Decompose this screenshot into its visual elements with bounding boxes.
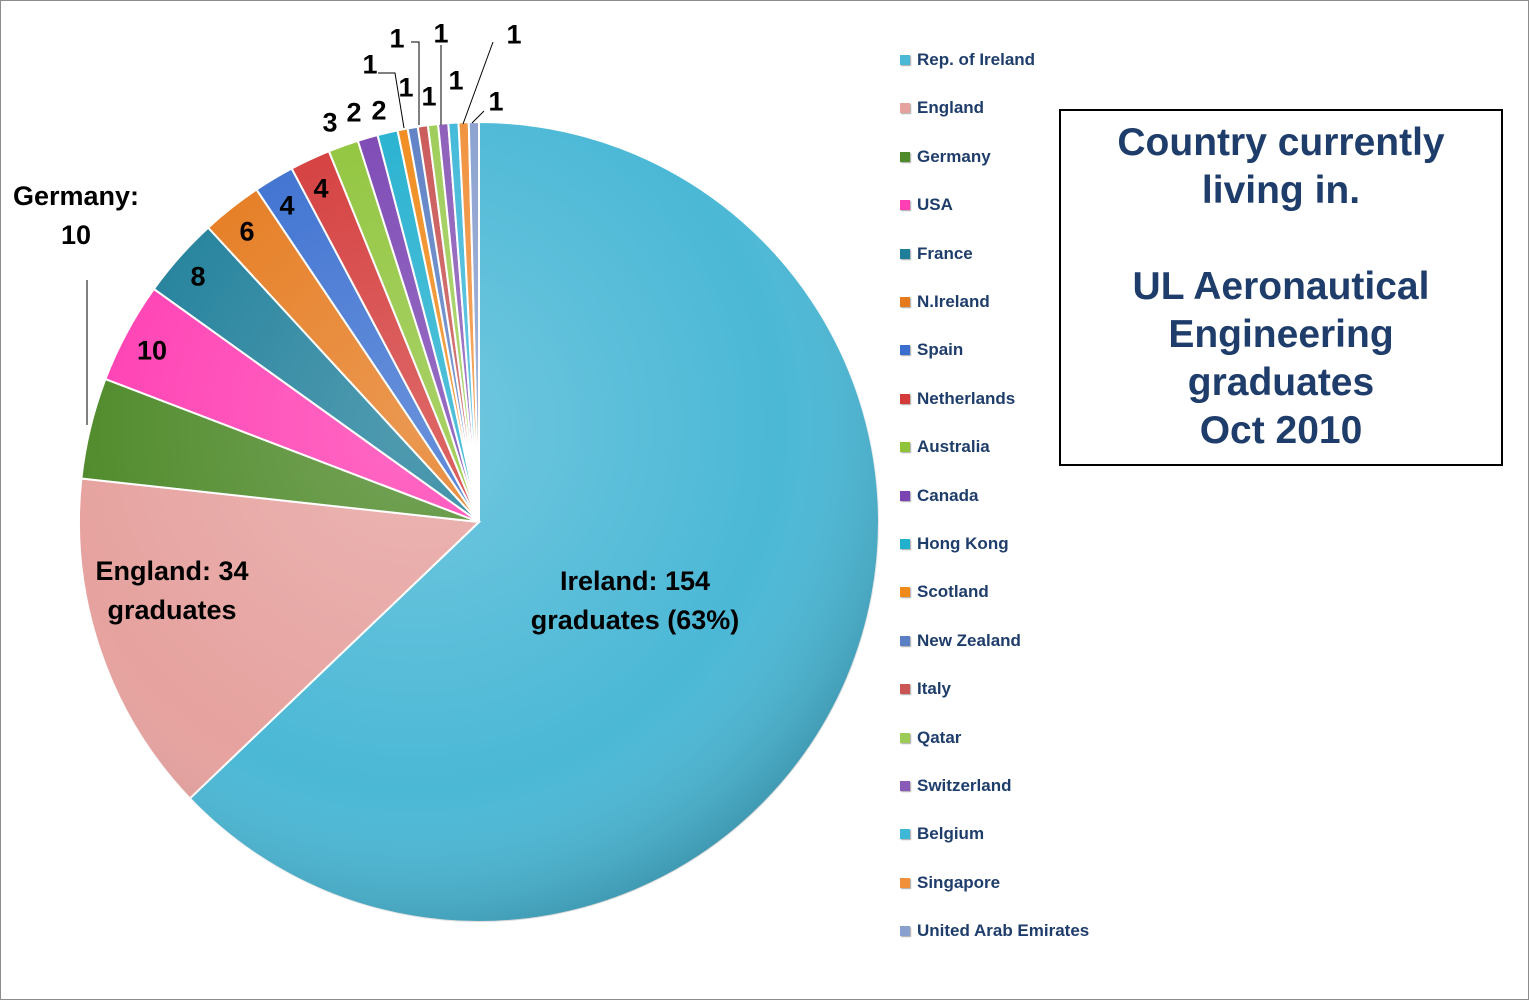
- legend-swatch: [900, 539, 910, 549]
- legend-swatch: [900, 635, 910, 646]
- chart-subtitle-line-2: Engineering: [1168, 313, 1394, 356]
- slice-label-singapore: 1: [506, 19, 521, 49]
- legend-item-qatar: Qatar: [900, 726, 961, 750]
- legend-label: Netherlands: [917, 388, 1016, 408]
- legend-label: USA: [917, 195, 953, 215]
- legend-item-new-zealand: New Zealand: [900, 629, 1021, 653]
- chart-title-line-1: Country currently: [1117, 121, 1445, 164]
- chart-subtitle-line-1: UL Aeronautical: [1132, 265, 1430, 308]
- slice-label-usa: 10: [137, 335, 167, 365]
- legend-label: Australia: [917, 437, 990, 457]
- legend-swatch: [900, 297, 910, 307]
- leader-line-new-zealand: [411, 41, 420, 125]
- legend-label: Switzerland: [917, 776, 1012, 795]
- legend-item-belgium: Belgium: [900, 822, 984, 846]
- slice-label-n-ireland: 6: [239, 216, 254, 246]
- legend-label: Scotland: [917, 582, 989, 602]
- legend-swatch: [900, 345, 910, 356]
- slice-label-italy: 1: [398, 72, 413, 102]
- chart-subtitle-line-3: graduates: [1187, 361, 1375, 404]
- legend-label: Italy: [917, 679, 952, 699]
- legend-label: Belgium: [917, 824, 985, 844]
- slice-label-netherlands: 4: [313, 173, 328, 203]
- legend-item-singapore: Singapore: [900, 871, 1000, 895]
- leader-line-united-arab-emirates: [471, 110, 485, 124]
- legend-swatch: [900, 587, 910, 598]
- leader-line-scotland: [378, 72, 405, 129]
- legend-item-n-ireland: N.Ireland: [900, 290, 990, 314]
- slice-label-hong-kong: 2: [371, 95, 386, 125]
- legend-item-switzerland: Switzerland: [900, 774, 1011, 798]
- slice-label-switzerland: 1: [433, 18, 448, 48]
- legend-item-united-arab-emirates: United Arab Emirates: [900, 919, 1089, 943]
- legend-swatch: [900, 200, 910, 211]
- slice-label-belgium: 1: [448, 65, 463, 95]
- slice-label-spain: 4: [279, 190, 294, 220]
- legend-label: England: [917, 98, 985, 118]
- legend-item-scotland: Scotland: [900, 580, 989, 604]
- leader-line-singapore: [462, 41, 494, 125]
- legend-item-france: France: [900, 242, 973, 266]
- legend-label: New Zealand: [917, 630, 1021, 650]
- slice-label-france: 8: [190, 261, 205, 291]
- legend-item-usa: USA: [900, 193, 953, 217]
- legend-item-rep-of-ireland: Rep. of Ireland: [900, 48, 1035, 72]
- legend-swatch: [900, 781, 910, 791]
- legend-item-spain: Spain: [900, 338, 963, 362]
- chart-title-line-2: living in.: [1201, 169, 1361, 212]
- legend-item-canada: Canada: [900, 484, 978, 508]
- chart-title-box: Country currently living in. UL Aeronaut…: [1059, 109, 1503, 466]
- slice-label-scotland: 1: [362, 49, 377, 79]
- legend-label: Rep. of Ireland: [917, 50, 1036, 69]
- legend-item-germany: Germany: [900, 145, 991, 169]
- slice-label-australia: 3: [322, 107, 337, 137]
- slice-label-qatar: 1: [421, 81, 436, 111]
- legend-item-hong-kong: Hong Kong: [900, 532, 1009, 556]
- legend-swatch: [900, 103, 910, 114]
- legend-swatch: [900, 829, 910, 840]
- slice-label-canada: 2: [346, 97, 361, 127]
- legend-item-italy: Italy: [900, 677, 951, 701]
- legend-label: Germany: [917, 146, 991, 166]
- legend-swatch: [900, 684, 910, 695]
- legend-swatch: [900, 393, 910, 404]
- legend-swatch: [900, 490, 910, 501]
- legend-swatch: [900, 151, 910, 162]
- legend-label: Singapore: [917, 872, 1001, 892]
- legend-label: France: [917, 243, 973, 263]
- chart-subtitle-line-4: Oct 2010: [1199, 409, 1363, 452]
- legend-label: Hong Kong: [917, 534, 1009, 553]
- slice-label-germany: Germany: 10: [13, 181, 139, 250]
- legend-label: Qatar: [917, 727, 962, 747]
- legend-item-australia: Australia: [900, 435, 990, 459]
- legend-label: Spain: [917, 340, 964, 360]
- legend-item-netherlands: Netherlands: [900, 387, 1015, 411]
- legend-swatch: [900, 55, 910, 65]
- slice-label-rep-of-ireland: Ireland: 154 graduates (63%): [531, 566, 740, 635]
- legend-swatch: [900, 926, 910, 937]
- legend-swatch: [900, 732, 910, 743]
- legend-label: United Arab Emirates: [917, 921, 1090, 941]
- slice-label-new-zealand: 1: [389, 23, 404, 53]
- slice-label-united-arab-emirates: 1: [488, 86, 503, 116]
- legend-item-england: England: [900, 96, 984, 120]
- legend-label: N.Ireland: [917, 292, 990, 311]
- legend-swatch: [900, 442, 910, 453]
- legend-swatch: [900, 877, 910, 888]
- legend-label: Canada: [917, 485, 979, 505]
- legend-swatch: [900, 248, 910, 259]
- slice-label-england: England: 34 graduates: [95, 556, 248, 625]
